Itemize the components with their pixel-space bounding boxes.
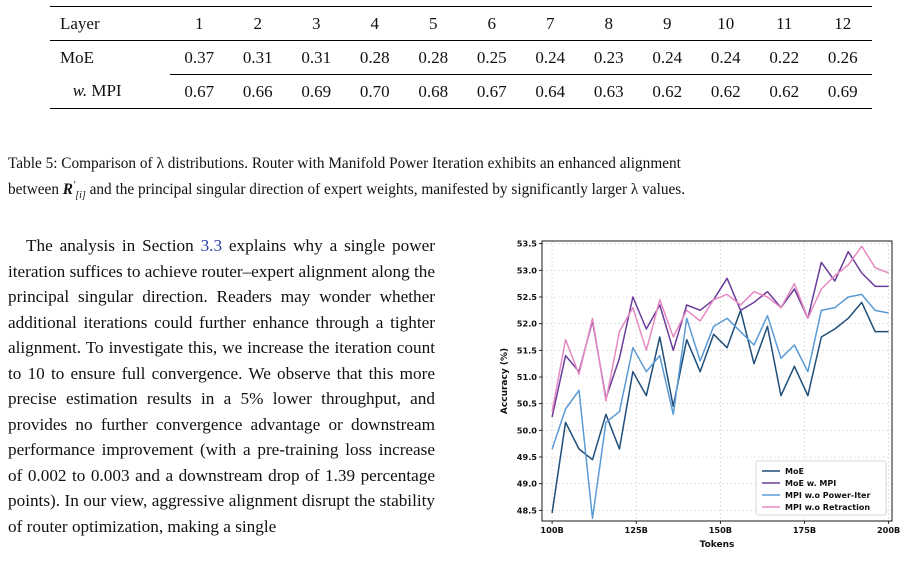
- table-cell: 0.31: [228, 40, 287, 75]
- table-row-label: w. MPI: [50, 74, 156, 109]
- table-cell: 0.31: [287, 40, 346, 75]
- y-tick-label: 51.5: [517, 345, 538, 355]
- table-header-cell: 5: [404, 6, 463, 41]
- legend-box: [755, 460, 887, 516]
- row-label-main: MPI: [91, 81, 122, 101]
- y-tick-label: 50.5: [517, 399, 538, 409]
- table-cell: 0.66: [228, 74, 287, 109]
- y-tick-label: 51.0: [517, 372, 538, 382]
- series-line: [551, 293, 889, 520]
- x-tick-label: 100B: [540, 525, 563, 535]
- legend-label: MoE: [785, 467, 804, 476]
- y-tick-label: 48.5: [517, 505, 538, 515]
- table-row: MoE 0.37 0.31 0.31 0.28 0.28 0.25 0.24 0…: [50, 40, 872, 75]
- table-cell: 0.28: [345, 40, 404, 75]
- caption-line-2: between R′[i] and the principal singular…: [8, 175, 913, 207]
- table-cell: 0.22: [755, 40, 814, 75]
- x-tick-label: 125B: [625, 525, 648, 535]
- table-header-cell: 10: [696, 6, 755, 41]
- table-cell: 0.70: [345, 74, 404, 109]
- table-cell: 0.24: [638, 40, 697, 75]
- y-tick-label: 52.0: [517, 319, 538, 329]
- table-header-cell: 3: [287, 6, 346, 41]
- plot-frame: [541, 240, 893, 522]
- y-tick-label: 53.0: [517, 265, 538, 275]
- accuracy-line-chart: 48.5 49.0 49.5 50.0 50.5 51.0 51.5 52.0 52.5 53.0…: [500, 239, 900, 550]
- x-axis-label: Tokens: [700, 540, 735, 550]
- table-cell: 0.26: [813, 40, 872, 75]
- table-caption: Table 5: Comparison of λ distributions. …: [8, 153, 913, 207]
- table-cell: 0.63: [579, 74, 638, 109]
- table-cell: 0.69: [813, 74, 872, 109]
- table-header-cell: 4: [345, 6, 404, 41]
- table-header-cell: 1: [170, 6, 229, 41]
- table-cell: 0.69: [287, 74, 346, 109]
- table-header-cell: Layer: [50, 6, 156, 41]
- y-tick-label: 50.0: [517, 425, 538, 435]
- caption-line-2-start: between: [8, 181, 59, 199]
- y-tick-label: 52.5: [517, 292, 538, 302]
- y-tick-label: 49.0: [517, 479, 538, 489]
- accuracy-chart: 48.5 49.0 49.5 50.0 50.5 51.0 51.5 52.0 52.5 53.0…: [465, 230, 915, 565]
- caption-line-1: Table 5: Comparison of λ distributions. …: [8, 155, 681, 172]
- y-tick-label: 53.5: [517, 239, 538, 249]
- row-label-prefix: w.: [72, 81, 88, 101]
- table-header-cell: 8: [579, 6, 638, 41]
- table-cell: 0.62: [696, 74, 755, 109]
- table-cell: 0.67: [462, 74, 521, 109]
- table-cell: 0.24: [696, 40, 755, 75]
- table-cell: 0.25: [462, 40, 521, 75]
- table-cell: 0.68: [404, 74, 463, 109]
- y-tick-label: 49.5: [517, 452, 538, 462]
- paragraph-text-start: The analysis in Section: [26, 236, 201, 255]
- table-header-cell: 9: [638, 6, 697, 41]
- y-axis-label: Accuracy (%): [500, 348, 510, 414]
- caption-line-2-end: and the principal singular direction of …: [89, 181, 686, 199]
- table-cell: 0.24: [521, 40, 580, 75]
- table-header-cell: 6: [462, 6, 521, 41]
- table-cell: 0.62: [755, 74, 814, 109]
- legend-label: MPI w.o Power-Iter: [785, 491, 870, 500]
- table-header-cell: 2: [228, 6, 287, 41]
- table-row-label: MoE: [60, 47, 94, 67]
- table-header-row: Layer 1 2 3 4 5 6 7 8 9 10 11 12: [50, 6, 872, 41]
- x-tick-label: 150B: [709, 525, 732, 535]
- table-cell: 0.23: [579, 40, 638, 75]
- section-ref-link[interactable]: 3.3: [200, 236, 223, 255]
- paragraph-text-rest: explains why a single power iteration su…: [8, 236, 435, 536]
- table-row: w. MPI 0.67 0.66 0.69 0.70 0.68 0.67 0.6…: [50, 74, 872, 109]
- router-symbol: R′[i]: [62, 180, 86, 202]
- table-header-cell: 11: [755, 6, 814, 41]
- table-cell: 0.37: [170, 40, 229, 75]
- table-cell: 0.64: [521, 74, 580, 109]
- series-line: [551, 245, 889, 412]
- lambda-table: Layer 1 2 3 4 5 6 7 8 9 10 11 12 MoE 0.3…: [50, 6, 872, 109]
- legend-label: MoE w. MPI: [785, 479, 836, 488]
- table-cell: 0.62: [638, 74, 697, 109]
- x-tick-label: 200B: [877, 525, 900, 535]
- body-paragraph: The analysis in Section 3.3 explains why…: [8, 233, 435, 539]
- table-cell: 0.28: [404, 40, 463, 75]
- legend-label: MPI w.o Retraction: [785, 503, 870, 512]
- table-cell: 0.67: [170, 74, 229, 109]
- table-header-cell: 7: [521, 6, 580, 41]
- table-header-cell: 12: [813, 6, 872, 41]
- x-tick-label: 175B: [793, 525, 816, 535]
